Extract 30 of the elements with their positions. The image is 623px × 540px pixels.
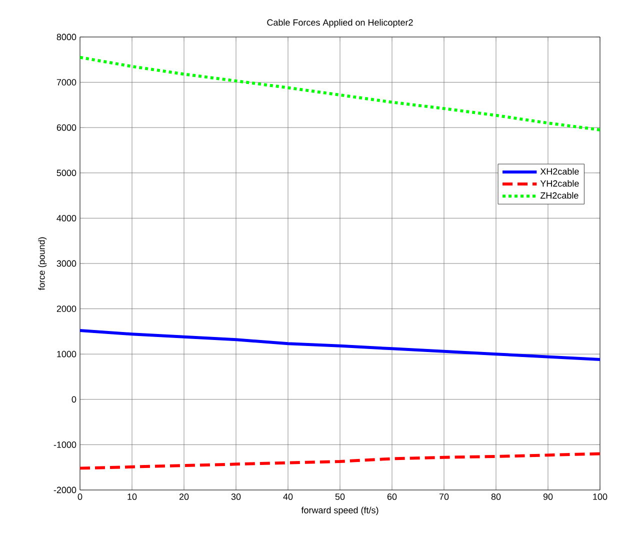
x-tick-label: 70 [439,494,449,500]
x-tick-label: 100 [593,494,608,500]
legend-label: ZH2cable [540,192,578,199]
x-tick-label: 90 [543,494,553,500]
y-tick-label: 2000 [56,306,76,312]
y-tick-label: -1000 [54,441,76,448]
x-tick-label: 20 [179,494,189,500]
x-tick-label: 40 [283,494,293,500]
y-tick-label: 3000 [56,260,76,267]
line-series [80,56,600,132]
chart-title: Cable Forces Applied on Helicopter2 [267,19,413,28]
y-tick-label: 1000 [57,350,76,358]
x-axis-title: forward speed (ft/s) [301,506,378,516]
y-tick-label: -2000 [54,486,76,494]
y-tick-label: 6000 [56,124,76,131]
x-tick-label: 30 [231,494,241,500]
x-tick-label: 80 [491,494,501,500]
legend-label: XH2cable [540,168,579,175]
legend-label: YH2cable [540,180,579,187]
y-tick-label: 4000 [56,214,76,222]
y-tick-label: 7000 [56,79,76,86]
line-series [80,452,600,470]
x-tick-label: 10 [128,494,137,500]
y-axis-title: force (pound) [38,237,47,290]
x-tick-label: 0 [78,494,82,500]
x-tick-label: 50 [335,494,345,500]
y-tick-label: 8000 [56,34,76,40]
y-tick-label: 0 [72,396,76,403]
y-tick-label: 5000 [56,170,76,176]
x-tick-label: 60 [387,494,397,500]
